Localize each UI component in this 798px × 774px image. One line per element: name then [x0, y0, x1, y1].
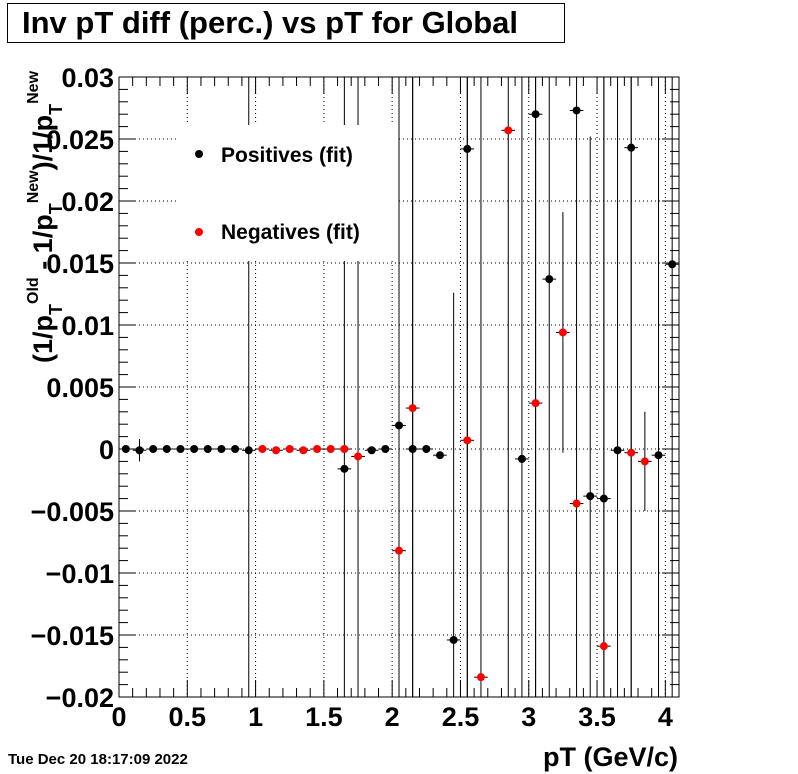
- negative-point: [326, 445, 335, 453]
- negative-point: [408, 404, 417, 413]
- negative-point: [504, 126, 513, 135]
- negative-point: [627, 448, 636, 457]
- positive-point: [381, 445, 390, 453]
- positive-point: [435, 451, 444, 460]
- positive-point: [545, 275, 554, 284]
- plot-title: Inv pT diff (perc.) vs pT for Global: [7, 3, 565, 43]
- positive-point: [586, 492, 595, 501]
- positive-point: [463, 144, 472, 153]
- legend-box: [178, 125, 396, 261]
- x-tick-label: 4: [658, 702, 673, 732]
- positive-point: [162, 445, 171, 453]
- y-tick-label: −0.005: [31, 497, 114, 527]
- positive-point: [517, 454, 526, 463]
- y-tick-label: −0.015: [31, 621, 114, 651]
- positive-point: [408, 445, 417, 453]
- y-tick-label: 0.03: [61, 63, 114, 93]
- y-tick-label: 0.02: [61, 187, 114, 217]
- y-axis-title: (1/pTOld - 1/pTNew)/1/pTNew: [25, 70, 66, 363]
- y-tick-label: −0.02: [46, 683, 114, 713]
- timestamp: Tue Dec 20 18:17:09 2022: [8, 751, 188, 768]
- positive-point: [203, 445, 212, 453]
- x-tick-label: 0.5: [169, 702, 207, 732]
- x-tick-label: 3.5: [578, 702, 616, 732]
- legend: Positives (fit) Negatives (fit): [178, 125, 396, 261]
- y-tick-label: 0.01: [61, 311, 114, 341]
- legend-marker-positives: [195, 150, 203, 158]
- negative-point: [258, 445, 267, 453]
- x-tick-label: 2: [385, 702, 400, 732]
- negative-point: [558, 328, 567, 337]
- positive-point: [244, 446, 253, 455]
- x-tick-label: 3: [521, 702, 536, 732]
- negative-point: [285, 445, 294, 453]
- legend-label-positives: Positives (fit): [221, 144, 353, 167]
- y-tick-label: 0: [99, 435, 114, 465]
- legend-marker-negatives: [195, 228, 203, 236]
- positive-point: [395, 421, 403, 430]
- x-axis-title: pT (GeV/c): [543, 742, 678, 772]
- positive-point: [449, 635, 458, 644]
- negative-point: [599, 642, 608, 651]
- positive-point: [176, 445, 185, 453]
- x-tick-label: 2.5: [442, 702, 480, 732]
- positive-point: [572, 106, 581, 115]
- legend-label-negatives: Negatives (fit): [221, 221, 360, 244]
- y-tick-label: −0.01: [46, 559, 114, 589]
- positive-point: [217, 445, 226, 453]
- negative-point: [340, 445, 349, 453]
- axes: 0 0.5 1 1.5 2 2.5 3 3.5 4 −0.02 −0.015 −0.01 −0.005 0…: [31, 63, 680, 732]
- negative-point: [354, 452, 363, 461]
- positive-point: [231, 445, 240, 453]
- positive-point: [599, 494, 608, 503]
- negative-point: [395, 546, 403, 555]
- y-tick-label: 0.005: [46, 373, 114, 403]
- positive-point: [190, 445, 199, 453]
- positive-point: [135, 446, 144, 455]
- positive-point: [613, 446, 622, 455]
- positive-point: [367, 446, 376, 455]
- positive-point: [149, 445, 158, 453]
- negative-point: [640, 457, 649, 466]
- positive-point: [121, 445, 130, 453]
- negative-point: [476, 673, 485, 682]
- negative-point: [531, 399, 540, 408]
- x-tick-label: 1: [248, 702, 263, 732]
- positive-point: [422, 445, 431, 453]
- negative-point: [463, 436, 472, 445]
- positive-point: [668, 260, 677, 269]
- negative-point: [572, 499, 581, 508]
- negative-point: [313, 445, 322, 453]
- negative-point: [299, 446, 308, 455]
- data-points: [121, 106, 677, 682]
- y-tick-label: 0.025: [46, 125, 114, 155]
- negative-point: [272, 446, 281, 455]
- x-tick-label: 1.5: [305, 702, 343, 732]
- positive-point: [340, 464, 349, 473]
- positive-point: [531, 110, 540, 119]
- positive-point: [654, 451, 663, 460]
- x-tick-label: 0: [111, 702, 126, 732]
- positive-point: [627, 143, 636, 152]
- y-tick-label: 0.015: [46, 249, 114, 279]
